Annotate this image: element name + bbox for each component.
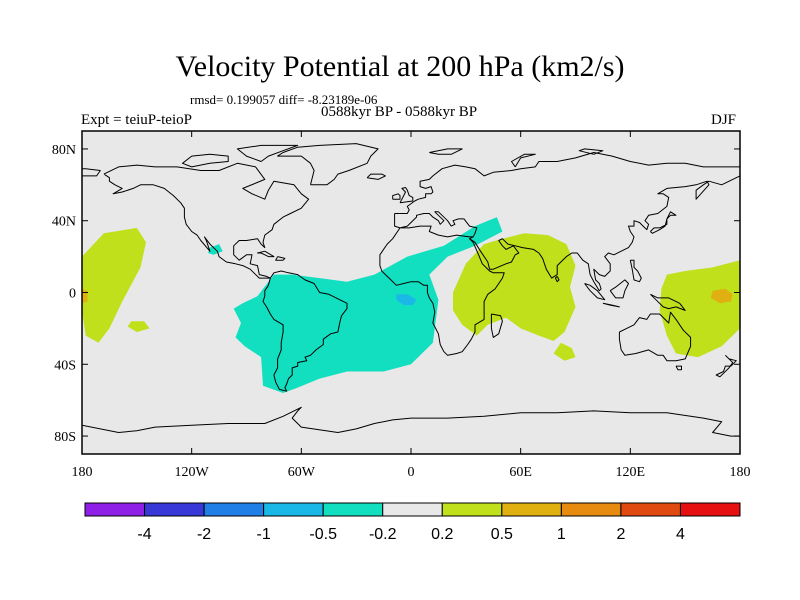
coastline-23 bbox=[236, 144, 299, 162]
colorbar-label: -1 bbox=[257, 526, 271, 543]
coastline-13 bbox=[650, 211, 677, 234]
coastline-10 bbox=[618, 311, 692, 362]
coastline-19 bbox=[490, 313, 503, 338]
colorbar-label: 4 bbox=[676, 526, 685, 543]
coastline-17 bbox=[650, 293, 686, 311]
x-tick-label: 180 bbox=[730, 465, 751, 480]
coastline-3 bbox=[379, 211, 505, 356]
colorbar-swatch bbox=[560, 502, 622, 517]
contour-region-eastern-pacific-positive bbox=[82, 227, 146, 343]
colorbar-label: 0.2 bbox=[431, 526, 453, 543]
colorbar-swatch bbox=[382, 502, 443, 517]
season-label: DJF bbox=[711, 112, 737, 128]
coastline-5 bbox=[82, 168, 101, 177]
coastline-2 bbox=[277, 143, 379, 186]
colorbar-swatch bbox=[84, 502, 146, 517]
coastline-18 bbox=[629, 259, 642, 283]
chart-title: Velocity Potential at 200 hPa (km2/s) bbox=[175, 50, 625, 83]
x-tick-label: 60E bbox=[509, 465, 532, 480]
contour-region-eastern-pacific-small-blob-1 bbox=[127, 321, 150, 332]
colorbar-swatch bbox=[620, 502, 681, 517]
contour-region-atlantic-negative bbox=[233, 217, 503, 393]
colorbar: -4 -2 -1 -0.5 -0.2 0.2 0.5 1 2 4 bbox=[84, 502, 741, 543]
coastline-1 bbox=[262, 270, 348, 392]
x-tick-label: 120E bbox=[616, 465, 646, 480]
x-tick-label: 60W bbox=[288, 465, 316, 480]
y-tick-label: 40N bbox=[52, 215, 76, 230]
experiment-label: Expt = teiuP-teioP bbox=[81, 112, 192, 128]
axes: 180 120W 60W 0 60E 120E 180 80N 40N 0 40S 80S bbox=[52, 131, 751, 480]
coastline-14 bbox=[584, 283, 606, 301]
coastline-6 bbox=[394, 152, 740, 214]
colorbar-swatch bbox=[501, 502, 562, 517]
y-tick-label: 0 bbox=[69, 287, 76, 302]
contour-region-indian-ocean-small-blob bbox=[553, 342, 576, 361]
colorbar-swatch bbox=[263, 502, 324, 517]
coastline-0 bbox=[103, 162, 310, 279]
colorbar-swatch bbox=[322, 502, 384, 517]
coastline-24 bbox=[182, 153, 229, 168]
colorbar-label: -4 bbox=[137, 526, 151, 543]
coastline-22 bbox=[275, 256, 286, 261]
coastline-12 bbox=[715, 354, 737, 378]
y-tick-label: 80N bbox=[52, 143, 76, 158]
colorbar-label: 0.5 bbox=[491, 526, 513, 543]
x-tick-label: 180 bbox=[72, 465, 93, 480]
coastlines bbox=[82, 143, 740, 437]
coastline-11 bbox=[675, 365, 682, 371]
colorbar-label: 1 bbox=[557, 526, 566, 543]
coastline-15 bbox=[602, 302, 620, 308]
coastline-25 bbox=[82, 406, 740, 437]
contour-region-western-pacific-core bbox=[710, 288, 733, 304]
coastline-27 bbox=[429, 148, 463, 155]
coastline-8 bbox=[392, 193, 401, 200]
x-tick-label: 0 bbox=[408, 465, 415, 480]
coastline-20 bbox=[554, 276, 560, 283]
colorbar-label: -2 bbox=[197, 526, 211, 543]
colorbar-label: -0.2 bbox=[369, 526, 397, 543]
stats-subtitle: rmsd= 0.199057 diff= -8.23189e-06 bbox=[190, 92, 378, 107]
y-tick-label: 80S bbox=[54, 430, 76, 445]
contour-region-western-pacific-positive bbox=[659, 260, 740, 358]
colorbar-swatch bbox=[203, 502, 265, 517]
colorbar-swatch bbox=[144, 502, 205, 517]
colorbar-swatch bbox=[441, 502, 503, 517]
contour-region-atlantic-negative-core bbox=[396, 294, 417, 306]
coastline-28 bbox=[578, 148, 604, 155]
coastline-26 bbox=[511, 153, 536, 168]
coastline-16 bbox=[609, 279, 629, 299]
colorbar-label: 2 bbox=[616, 526, 625, 543]
x-tick-label: 120W bbox=[175, 465, 210, 480]
period-label: 0588kyr BP - 0588kyr BP bbox=[321, 104, 478, 120]
coastline-7 bbox=[399, 187, 414, 204]
coastline-4 bbox=[469, 175, 740, 292]
colorbar-label: -0.5 bbox=[309, 526, 337, 543]
coastline-9 bbox=[366, 173, 386, 180]
colorbar-swatch bbox=[679, 502, 741, 517]
contour-fills bbox=[82, 217, 740, 393]
y-tick-label: 40S bbox=[54, 358, 76, 373]
coastline-21 bbox=[257, 250, 275, 258]
contour-region-dateline-west-core bbox=[82, 288, 88, 304]
